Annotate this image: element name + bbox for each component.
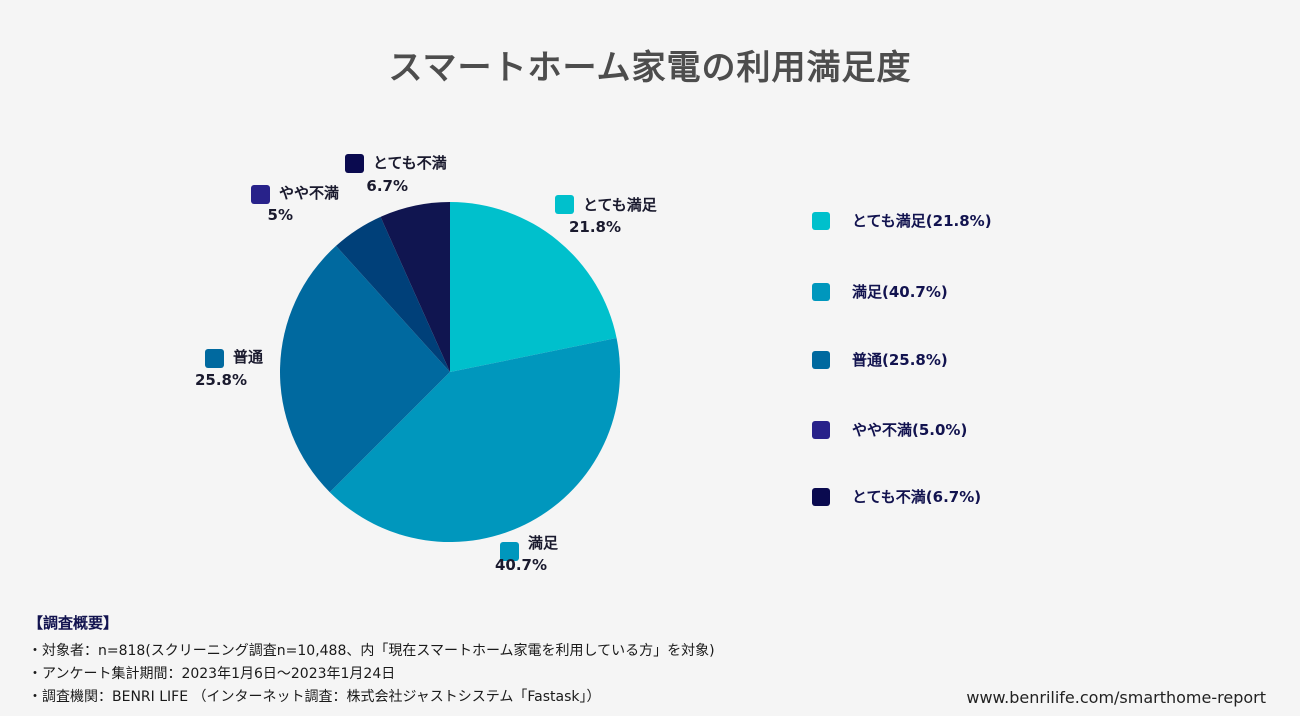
data-label-swatch	[251, 185, 270, 204]
legend-item-very-dissatisfied: とても不満(6.7%)	[812, 487, 1112, 507]
legend-label: とても満足(21.8%)	[852, 212, 992, 230]
data-label-value: 21.8%	[569, 218, 621, 236]
data-label-swatch	[205, 349, 224, 368]
legend-item-neutral: 普通(25.8%)	[812, 350, 1112, 370]
pie-slice-somewhat-dissatisfied	[335, 216, 450, 372]
legend-label: やや不満(5.0%)	[852, 421, 968, 439]
data-label-name: 普通	[233, 348, 263, 366]
legend-swatch	[812, 283, 830, 301]
data-label-very-dissatisfied: とても不満 6.7%	[345, 154, 447, 195]
data-label-value: 40.7%	[495, 556, 547, 574]
chart-title: スマートホーム家電の利用満足度	[388, 48, 912, 88]
legend-label: 普通(25.8%)	[852, 351, 948, 369]
legend-item-satisfied: 満足(40.7%)	[812, 282, 1112, 302]
data-label-name: とても満足	[583, 196, 658, 214]
source-url[interactable]: www.benrilife.com/smarthome-report	[966, 688, 1266, 707]
legend-item-very-satisfied: とても満足(21.8%)	[812, 211, 1112, 231]
data-label-swatch	[345, 154, 364, 173]
data-label-swatch	[500, 542, 519, 561]
legend-label: 満足(40.7%)	[852, 283, 948, 301]
data-label-neutral: 普通 25.8%	[195, 348, 263, 389]
survey-summary: 【調査概要】 ・対象者：n=818(スクリーニング調査n=10,488、内「現在…	[28, 612, 715, 709]
pie-slice-satisfied	[329, 338, 621, 543]
data-label-swatch	[555, 195, 574, 214]
legend-swatch	[812, 351, 830, 369]
pie-slice-very-dissatisfied	[380, 202, 450, 372]
data-label-name: やや不満	[279, 184, 339, 202]
pie-slice-very-satisfied	[450, 202, 617, 372]
data-label-somewhat-dissatisfied: やや不満 5%	[251, 184, 339, 224]
legend-swatch	[812, 212, 830, 230]
legend-swatch	[812, 421, 830, 439]
survey-agency: ・調査機関：BENRI LIFE （インターネット調査：株式会社ジャストシステム…	[28, 689, 601, 705]
data-label-value: 5%	[268, 206, 293, 224]
legend-swatch	[812, 488, 830, 506]
legend-label: とても不満(6.7%)	[852, 488, 982, 506]
pie-chart: とても満足 21.8% 満足 40.7% 普通 25.8% やや不満 5% とても不満 6.7%	[195, 154, 658, 574]
pie-slice-neutral	[280, 245, 450, 493]
survey-period: ・アンケート集計期間：2023年1月6日〜2023年1月24日	[28, 666, 396, 682]
data-label-very-satisfied: とても満足 21.8%	[555, 195, 658, 236]
data-label-name: とても不満	[373, 154, 447, 172]
legend-item-somewhat-dissatisfied: やや不満(5.0%)	[812, 420, 1112, 440]
data-label-name: 満足	[528, 534, 559, 552]
data-label-value: 6.7%	[366, 177, 408, 195]
data-label-satisfied: 満足 40.7%	[495, 534, 559, 574]
survey-heading: 【調査概要】	[28, 614, 119, 632]
survey-target: ・対象者：n=818(スクリーニング調査n=10,488、内「現在スマートホーム…	[28, 643, 715, 659]
data-label-value: 25.8%	[195, 371, 247, 389]
